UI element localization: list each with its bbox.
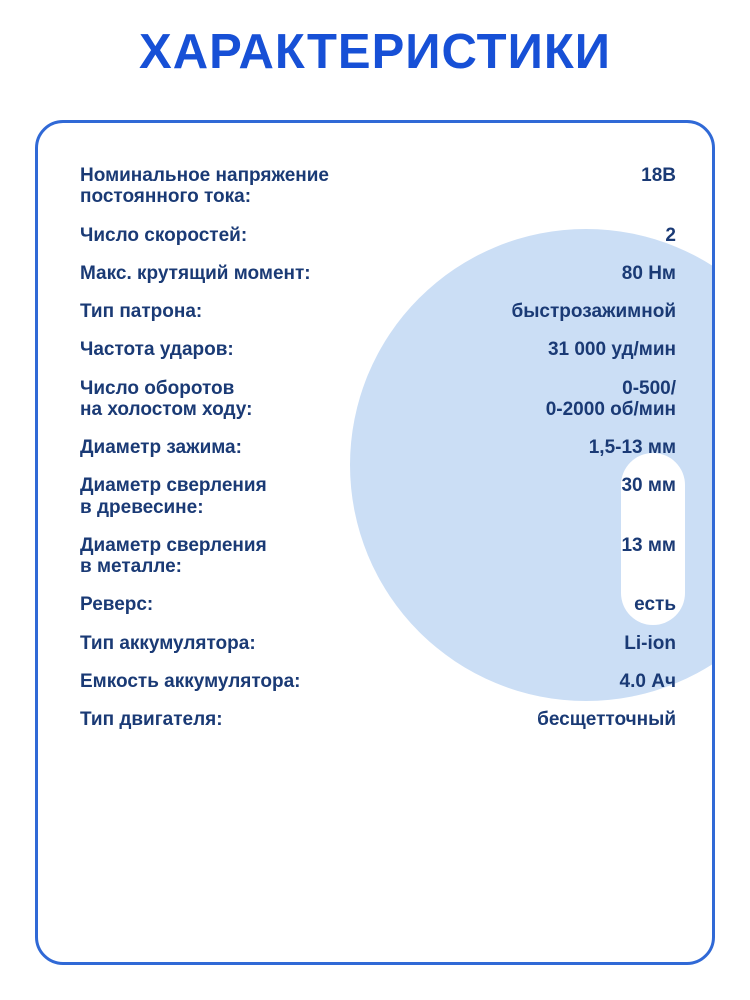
spec-row: Емкость аккумулятора: 4.0 Ач: [80, 671, 676, 692]
spec-value: 31 000 уд/мин: [547, 339, 676, 361]
spec-value: 0-500/ 0-2000 об/мин: [545, 377, 676, 420]
spec-label: Емкость аккумулятора:: [80, 670, 301, 692]
spec-row: Тип патрона: быстрозажимной: [80, 301, 676, 322]
spec-row: Тип двигателя: бесщетточный: [80, 709, 676, 730]
spec-list: Номинальное напряжение постоянного тока:…: [80, 165, 676, 731]
spec-row: Число оборотов на холостом ходу: 0-500/ …: [80, 378, 676, 421]
spec-value: Li-ion: [624, 632, 676, 654]
spec-label: Номинальное напряжение постоянного тока:: [80, 165, 330, 208]
spec-row: Тип аккумулятора: Li-ion: [80, 633, 676, 654]
spec-label: Диаметр зажима:: [80, 437, 242, 459]
spec-value: 1,5-13 мм: [588, 437, 676, 459]
spec-label: Макс. крутящий момент:: [80, 262, 311, 284]
spec-value: 13 мм: [621, 534, 676, 556]
page-title: ХАРАКТЕРИСТИКИ: [139, 25, 611, 79]
spec-label: Число оборотов на холостом ходу:: [80, 377, 253, 420]
spec-row: Диаметр зажима: 1,5-13 мм: [80, 437, 676, 458]
spec-value: есть: [634, 594, 676, 616]
spec-row: Частота ударов: 31 000 уд/мин: [80, 339, 676, 360]
spec-label: Тип двигателя:: [80, 709, 223, 731]
spec-value: 4.0 Ач: [619, 670, 676, 692]
decor-pill-shape: [621, 453, 685, 625]
spec-value: 80 Нм: [621, 262, 676, 284]
spec-row: Число скоростей: 2: [80, 225, 676, 246]
spec-row: Диаметр сверления в древесине: 30 мм: [80, 475, 676, 518]
spec-label: Число скоростей:: [80, 224, 248, 246]
spec-row: Диаметр сверления в металле: 13 мм: [80, 535, 676, 578]
spec-label: Тип аккумулятора:: [80, 632, 256, 654]
spec-card: Номинальное напряжение постоянного тока:…: [35, 120, 715, 965]
spec-value: 2: [665, 224, 676, 246]
spec-value: быстрозажимной: [511, 301, 676, 323]
spec-label: Реверс:: [80, 594, 154, 616]
spec-row: Макс. крутящий момент: 80 Нм: [80, 263, 676, 284]
spec-row: Номинальное напряжение постоянного тока:…: [80, 165, 676, 208]
spec-value: 30 мм: [621, 475, 676, 497]
spec-label: Тип патрона:: [80, 301, 203, 323]
spec-value: бесщетточный: [537, 709, 676, 731]
spec-label: Диаметр сверления в древесине:: [80, 475, 267, 518]
spec-value: 18В: [641, 165, 676, 186]
spec-row: Реверс: есть: [80, 594, 676, 615]
spec-label: Частота ударов:: [80, 339, 234, 361]
spec-label: Диаметр сверления в металле:: [80, 534, 267, 578]
